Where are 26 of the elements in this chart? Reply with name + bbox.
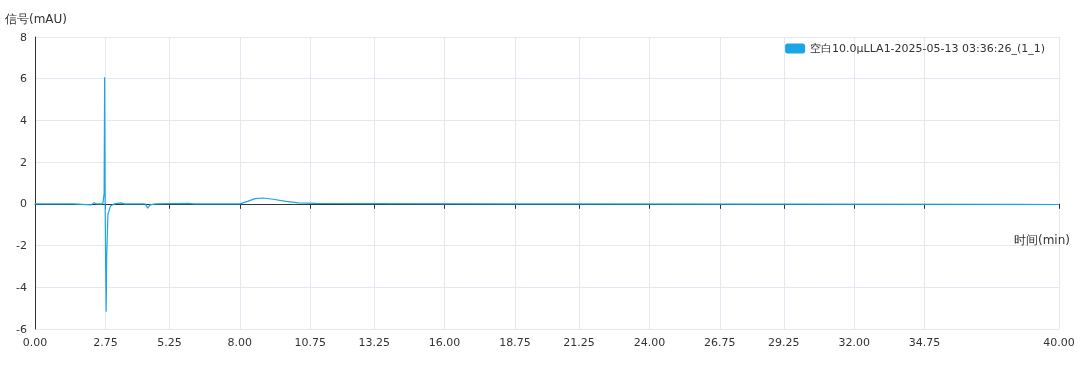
x-tick-label: 16.00 xyxy=(428,336,461,349)
x-tick-label: 32.00 xyxy=(838,336,870,349)
x-tick-label: 21.25 xyxy=(563,336,595,349)
y-tick-label: 4 xyxy=(20,113,27,127)
x-tick-label: 13.25 xyxy=(358,336,390,349)
y-tick-label: 8 xyxy=(20,30,27,44)
x-tick-label: 5.25 xyxy=(157,336,182,349)
x-tick-label: 0.00 xyxy=(22,336,48,349)
legend-label: 空白10.0μLLA1-2025-05-13 03:36:26_(1_1) xyxy=(810,42,1046,55)
x-tick-label: 26.75 xyxy=(704,336,736,349)
x-tick-label: 40.00 xyxy=(1043,336,1075,349)
y-tick-label: 0 xyxy=(20,197,27,211)
y-tick-label: -2 xyxy=(16,239,27,253)
x-tick-label: 29.25 xyxy=(768,336,800,349)
x-tick-label: 2.75 xyxy=(93,336,118,349)
y-tick-label: 6 xyxy=(20,72,27,86)
x-tick-label: 24.00 xyxy=(633,336,666,349)
x-tick-label: 18.75 xyxy=(499,336,531,349)
y-tick-label: 2 xyxy=(20,155,27,169)
y-tick-label: -6 xyxy=(16,322,27,336)
y-axis-title: 信号(mAU) xyxy=(5,12,68,26)
y-tick-label: -4 xyxy=(16,280,27,294)
x-axis-title: 时间(min) xyxy=(1014,232,1070,247)
x-tick-label: 34.75 xyxy=(908,336,941,349)
x-tick-label: 10.75 xyxy=(294,336,326,349)
x-tick-label: 8.00 xyxy=(227,336,253,349)
